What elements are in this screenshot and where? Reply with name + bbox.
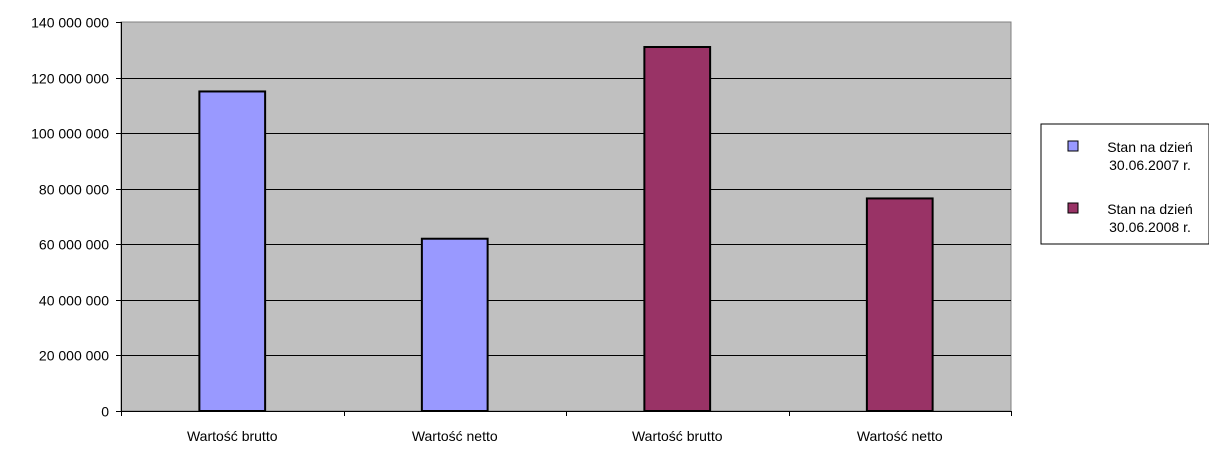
bar	[198, 90, 267, 412]
bars	[198, 46, 934, 412]
bar	[865, 197, 934, 412]
plot-area	[120, 21, 1012, 412]
y-tick-label: 60 000 000	[39, 237, 109, 253]
legend-label: 30.06.2007 r.	[1109, 157, 1191, 173]
y-tick-label: 0	[101, 404, 109, 420]
bar	[643, 46, 712, 412]
y-tick-label: 20 000 000	[39, 348, 109, 364]
x-axis-ticks: Wartość brutto Wartość netto Wartość brutt…	[121, 411, 1012, 444]
legend-label: Stan na dzień	[1107, 139, 1193, 155]
y-tick-label: 100 000 000	[31, 126, 109, 142]
x-tick-label: Wartość netto	[857, 428, 943, 444]
x-tick-label: Wartość netto	[412, 428, 498, 444]
bar	[420, 237, 489, 412]
y-tick-label: 140 000 000	[31, 15, 109, 31]
legend-swatch	[1067, 202, 1079, 214]
x-tick-label: Wartość brutto	[187, 428, 278, 444]
y-axis-ticks: 0 20 000 000 40 000 000 60 000 000 80 000 00…	[31, 15, 121, 420]
legend-swatch	[1067, 140, 1079, 152]
y-tick-label: 120 000 000	[31, 71, 109, 87]
y-tick-label: 40 000 000	[39, 293, 109, 309]
legend: Stan na dzień 30.06.2007 r. Stan na dzień 3…	[1040, 123, 1209, 245]
gridlines	[121, 78, 1011, 356]
y-tick-label: 80 000 000	[39, 182, 109, 198]
x-tick-label: Wartość brutto	[632, 428, 723, 444]
legend-label: 30.06.2008 r.	[1109, 219, 1191, 235]
legend-label: Stan na dzień	[1107, 201, 1193, 217]
